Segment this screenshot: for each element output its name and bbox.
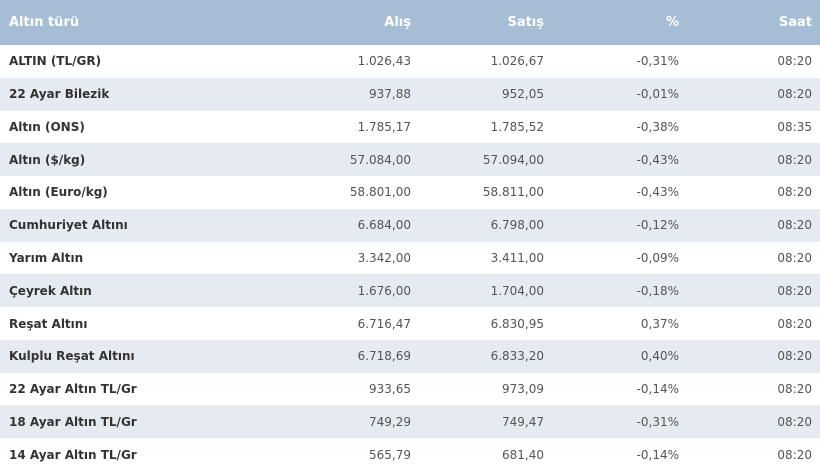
cell-time: 08:20 bbox=[777, 349, 812, 364]
table-row: ALTIN (TL/GR) 1.026,43 1.026,67 -0,31% 08:20 bbox=[0, 45, 820, 78]
cell-time: 08:20 bbox=[777, 250, 812, 265]
cell-change-percent: -0,38% bbox=[636, 119, 679, 134]
cell-gold-type: 22 Ayar Altın TL/Gr bbox=[9, 382, 137, 397]
header-row: Altın türü Alış Satış % Saat bbox=[0, 0, 820, 45]
cell-change-percent: -0,14% bbox=[636, 382, 679, 397]
cell-sell: 6.833,20 bbox=[490, 349, 544, 364]
cell-sell: 973,09 bbox=[502, 382, 544, 397]
table-row: Kulplu Reşat Altını 6.718,69 6.833,20 0,40%… bbox=[0, 339, 820, 373]
table-row: Altın (ONS) 1.785,17 1.785,52 -0,38% 08:35 bbox=[0, 110, 820, 144]
cell-buy: 6.716,47 bbox=[357, 316, 411, 331]
cell-sell: 681,40 bbox=[502, 447, 544, 462]
header-change-percent[interactable]: % bbox=[665, 15, 679, 30]
cell-buy: 565,79 bbox=[369, 447, 411, 462]
cell-sell: 6.798,00 bbox=[490, 218, 544, 233]
cell-time: 08:20 bbox=[777, 316, 812, 331]
cell-buy: 1.676,00 bbox=[357, 283, 411, 298]
header-time[interactable]: Saat bbox=[778, 15, 812, 30]
cell-gold-type: Yarım Altın bbox=[9, 250, 84, 265]
cell-gold-type: Altın ($/kg) bbox=[9, 152, 86, 167]
table-row: Çeyrek Altın 1.676,00 1.704,00 -0,18% 08:20 bbox=[0, 274, 820, 308]
cell-sell: 57.094,00 bbox=[482, 152, 544, 167]
cell-gold-type: ALTIN (TL/GR) bbox=[9, 54, 102, 69]
cell-buy: 6.684,00 bbox=[357, 218, 411, 233]
cell-buy: 1.785,17 bbox=[357, 119, 411, 134]
cell-gold-type: Altın (Euro/kg) bbox=[9, 185, 108, 200]
table-row: Altın (Euro/kg) 58.801,00 58.811,00 -0,43% 0… bbox=[0, 176, 820, 209]
cell-gold-type: 22 Ayar Bilezik bbox=[9, 87, 110, 102]
cell-change-percent: -0,09% bbox=[636, 250, 679, 265]
cell-buy: 58.801,00 bbox=[349, 185, 411, 200]
cell-buy: 933,65 bbox=[369, 382, 411, 397]
table-row: Altın ($/kg) 57.084,00 57.094,00 -0,43% 08:2… bbox=[0, 143, 820, 177]
cell-sell: 749,47 bbox=[502, 414, 544, 429]
cell-change-percent: -0,31% bbox=[636, 54, 679, 69]
cell-sell: 58.811,00 bbox=[482, 185, 544, 200]
cell-buy: 749,29 bbox=[369, 414, 411, 429]
cell-change-percent: -0,14% bbox=[636, 447, 679, 462]
cell-time: 08:20 bbox=[777, 152, 812, 167]
table-body: ALTIN (TL/GR) 1.026,43 1.026,67 -0,31% 08:20… bbox=[0, 45, 820, 471]
cell-gold-type: Çeyrek Altın bbox=[9, 283, 92, 298]
cell-gold-type: 18 Ayar Altın TL/Gr bbox=[9, 414, 137, 429]
cell-time: 08:20 bbox=[777, 54, 812, 69]
cell-time: 08:20 bbox=[777, 283, 812, 298]
cell-sell: 1.704,00 bbox=[490, 283, 544, 298]
table-row: 14 Ayar Altın TL/Gr 565,79 681,40 -0,14% 08:… bbox=[0, 438, 820, 471]
cell-sell: 1.785,52 bbox=[490, 119, 544, 134]
cell-sell: 3.411,00 bbox=[490, 250, 544, 265]
table-header: Altın türü Alış Satış % Saat bbox=[0, 0, 820, 45]
cell-gold-type: 14 Ayar Altın TL/Gr bbox=[9, 447, 137, 462]
cell-change-percent: -0,43% bbox=[636, 185, 679, 200]
cell-sell: 952,05 bbox=[502, 87, 544, 102]
cell-gold-type: Altın (ONS) bbox=[9, 119, 85, 134]
table-row: 22 Ayar Bilezik 937,88 952,05 -0,01% 08:20 bbox=[0, 77, 820, 111]
table-row: Reşat Altını 6.716,47 6.830,95 0,37% 08:20 bbox=[0, 307, 820, 340]
cell-change-percent: 0,37% bbox=[640, 316, 679, 331]
cell-buy: 6.718,69 bbox=[357, 349, 411, 364]
cell-buy: 937,88 bbox=[369, 87, 411, 102]
table-row: 22 Ayar Altın TL/Gr 933,65 973,09 -0,14% 08:… bbox=[0, 372, 820, 406]
cell-sell: 6.830,95 bbox=[490, 316, 544, 331]
cell-time: 08:20 bbox=[777, 414, 812, 429]
cell-gold-type: Reşat Altını bbox=[9, 316, 88, 331]
cell-time: 08:20 bbox=[777, 447, 812, 462]
header-buy[interactable]: Alış bbox=[384, 15, 411, 30]
cell-time: 08:20 bbox=[777, 382, 812, 397]
cell-buy: 57.084,00 bbox=[349, 152, 411, 167]
cell-time: 08:35 bbox=[777, 119, 812, 134]
header-gold-type[interactable]: Altın türü bbox=[9, 15, 80, 30]
cell-time: 08:20 bbox=[777, 87, 812, 102]
cell-sell: 1.026,67 bbox=[490, 54, 544, 69]
table-row: Yarım Altın 3.342,00 3.411,00 -0,09% 08:20 bbox=[0, 241, 820, 275]
cell-time: 08:20 bbox=[777, 218, 812, 233]
cell-buy: 1.026,43 bbox=[357, 54, 411, 69]
cell-change-percent: -0,12% bbox=[636, 218, 679, 233]
cell-change-percent: -0,43% bbox=[636, 152, 679, 167]
cell-change-percent: -0,18% bbox=[636, 283, 679, 298]
cell-gold-type: Kulplu Reşat Altını bbox=[9, 349, 135, 364]
header-sell[interactable]: Satış bbox=[507, 15, 544, 30]
table-row: Cumhuriyet Altını 6.684,00 6.798,00 -0,12% 0… bbox=[0, 208, 820, 242]
cell-time: 08:20 bbox=[777, 185, 812, 200]
cell-gold-type: Cumhuriyet Altını bbox=[9, 218, 128, 233]
cell-change-percent: -0,31% bbox=[636, 414, 679, 429]
cell-change-percent: 0,40% bbox=[640, 349, 679, 364]
table-row: 18 Ayar Altın TL/Gr 749,29 749,47 -0,31% 08:… bbox=[0, 405, 820, 439]
cell-buy: 3.342,00 bbox=[357, 250, 411, 265]
cell-change-percent: -0,01% bbox=[636, 87, 679, 102]
